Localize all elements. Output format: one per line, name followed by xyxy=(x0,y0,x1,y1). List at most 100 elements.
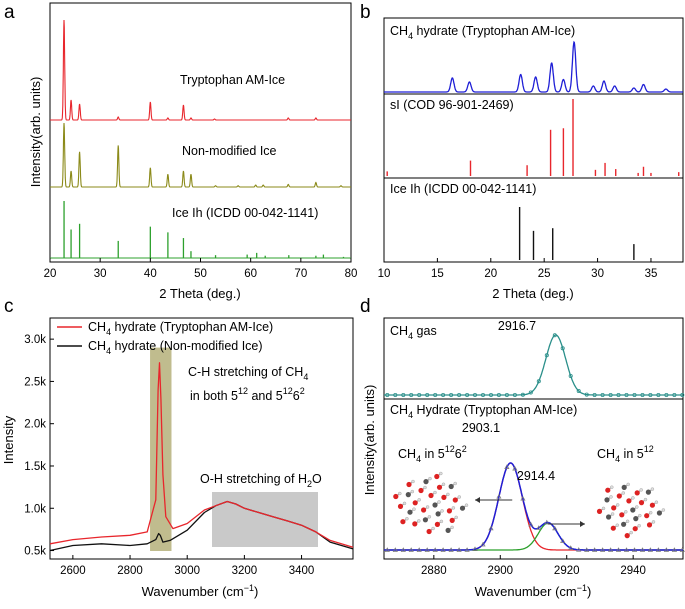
panel-d-gas-point xyxy=(488,392,493,397)
panel-a-chart: 20 30 40 50 60 70 80 Tryptophan AM-Ice Non-mod… xyxy=(28,2,357,301)
panel-d-xlabel: Wavenumber (cm−1) xyxy=(475,583,592,599)
panel-d-gas-fit xyxy=(384,334,683,396)
panel-d-hydrate-point xyxy=(568,545,574,550)
panel-b-label-iceih: Ice Ih (ICDD 00-042-1141) xyxy=(390,182,536,196)
panel-b-frame xyxy=(383,17,684,263)
molecule-atom xyxy=(649,502,656,508)
molecule-atom xyxy=(644,513,650,519)
panel-d-hydrate-point xyxy=(615,547,622,552)
panel-d-hydrate-point xyxy=(416,547,422,552)
molecule-atom xyxy=(610,485,614,489)
panel-c-ytick-label: 2.0k xyxy=(24,419,46,431)
panel-d-hydrate-point xyxy=(496,493,502,499)
molecule-atom xyxy=(427,515,432,519)
molecule-atom xyxy=(639,488,643,492)
panel-d-gas-point xyxy=(608,392,613,397)
panel-d-label-small-cage: CH4 in 512 xyxy=(597,444,654,464)
panel-c-ytick-label: 1.5k xyxy=(24,461,46,473)
molecule-atom xyxy=(417,519,421,523)
molecule-atom xyxy=(450,525,454,530)
molecule-atom xyxy=(601,506,606,511)
panel-d-arrowhead-left xyxy=(475,497,480,503)
panel-d-gas-point xyxy=(472,392,477,397)
panel-b-chart: 10 15 20 25 30 35 CH4 hydrate (Tryptophan AM-… xyxy=(378,17,684,301)
molecule-atom xyxy=(649,511,653,515)
panel-a-label-tryptophan: Tryptophan AM-Ice xyxy=(180,73,285,87)
molecule-atom xyxy=(422,517,428,523)
panel-a-xtick-label: 30 xyxy=(94,268,107,280)
molecule-atom xyxy=(423,485,427,490)
panel-c-annotation-oh: O-H stretching of H2O xyxy=(200,472,322,489)
panel-d-gas-point xyxy=(648,392,653,397)
panel-c-ytick-label: 2.5k xyxy=(24,376,46,388)
molecule-atom xyxy=(440,509,444,513)
panel-d-gas-point xyxy=(640,392,645,397)
panel-d-hydrate-point xyxy=(392,547,398,552)
molecule-atom xyxy=(441,494,447,500)
panel-d-gas-point xyxy=(449,392,454,397)
molecule-atom xyxy=(436,484,443,490)
panel-d-xtick-label: 2880 xyxy=(421,565,447,577)
molecule-atom xyxy=(417,498,421,502)
molecule-atom xyxy=(437,500,441,504)
molecule-atom xyxy=(621,491,625,495)
panel-d-gas-point xyxy=(385,392,390,397)
panel-d-hydrate-point xyxy=(488,525,494,531)
panel-b-xtick-label: 25 xyxy=(538,268,551,280)
panel-d-gas-peak-label: 2916.7 xyxy=(498,319,536,333)
molecule-atom xyxy=(431,526,435,531)
molecule-atom xyxy=(459,505,466,511)
molecule-atom xyxy=(646,522,653,528)
panel-d-gas-point xyxy=(480,392,485,397)
panel-d-gas-point xyxy=(441,392,446,397)
panel-d-hydrate-point xyxy=(623,547,630,552)
molecule-atom xyxy=(411,479,415,484)
panel-d-label-large-cage: CH4 in 51262 xyxy=(398,444,467,464)
panel-d-hydrate-point xyxy=(655,547,662,552)
panel-b-label-si: sI (COD 96-901-2469) xyxy=(390,98,514,112)
panel-b-xtick-label: 15 xyxy=(431,268,444,280)
molecule-atom xyxy=(626,498,632,504)
panel-c-xtick-label: 3400 xyxy=(289,565,315,577)
panel-a-series-line xyxy=(50,19,351,121)
panel-a-label-iceih: Ice Ih (ICDD 00-042-1141) xyxy=(172,206,318,220)
panel-d-gas-point xyxy=(568,373,573,378)
panel-a-label-nonmodified: Non-modified Ice xyxy=(182,144,277,158)
panel-d-frame xyxy=(383,317,684,560)
molecule-atom xyxy=(661,508,666,512)
molecule-atom xyxy=(637,524,641,528)
molecule-atom xyxy=(634,490,640,496)
panel-d-gas-point xyxy=(576,388,581,393)
panel-d-gas-point xyxy=(393,392,398,397)
panel-b-xlabel: 2 Theta (deg.) xyxy=(492,286,573,301)
panel-c-ytick-label: 0.5k xyxy=(24,546,46,558)
panel-d-gas-point xyxy=(624,392,629,397)
panel-d-gas-point xyxy=(544,353,549,358)
molecule-atom xyxy=(446,492,450,497)
panel-d-gas-point xyxy=(536,379,541,384)
molecule-atom xyxy=(616,503,620,507)
panel-d-gas-point xyxy=(656,392,661,397)
panel-d-hydrate-point xyxy=(464,547,470,552)
panel-c-annotation-ch: C-H stretching of CH4 xyxy=(188,365,308,382)
molecule-atom xyxy=(651,520,656,524)
molecule-atom xyxy=(624,510,628,514)
panel-d-ylabel: Intensity(arb. units) xyxy=(362,385,377,496)
panel-b-xtick-label: 10 xyxy=(378,268,391,280)
molecule-atom xyxy=(596,508,603,514)
panel-d-hydrate-point xyxy=(384,547,390,552)
panel-d-gas-point xyxy=(465,392,470,397)
panel-d-gas-point xyxy=(401,392,406,397)
molecule-atom xyxy=(625,519,630,523)
molecule-atom xyxy=(412,507,416,511)
panel-label-a: a xyxy=(4,2,15,23)
molecule-atom xyxy=(621,521,627,527)
molecule-atom xyxy=(654,500,659,504)
molecule-atom xyxy=(412,500,418,506)
panel-d-gas-point xyxy=(425,392,430,397)
panel-a-xtick-label: 20 xyxy=(44,268,57,280)
panel-d-hydrate-point xyxy=(456,547,462,552)
panel-d-hydrate-point xyxy=(576,547,582,552)
panel-d-gas-point xyxy=(457,392,462,397)
